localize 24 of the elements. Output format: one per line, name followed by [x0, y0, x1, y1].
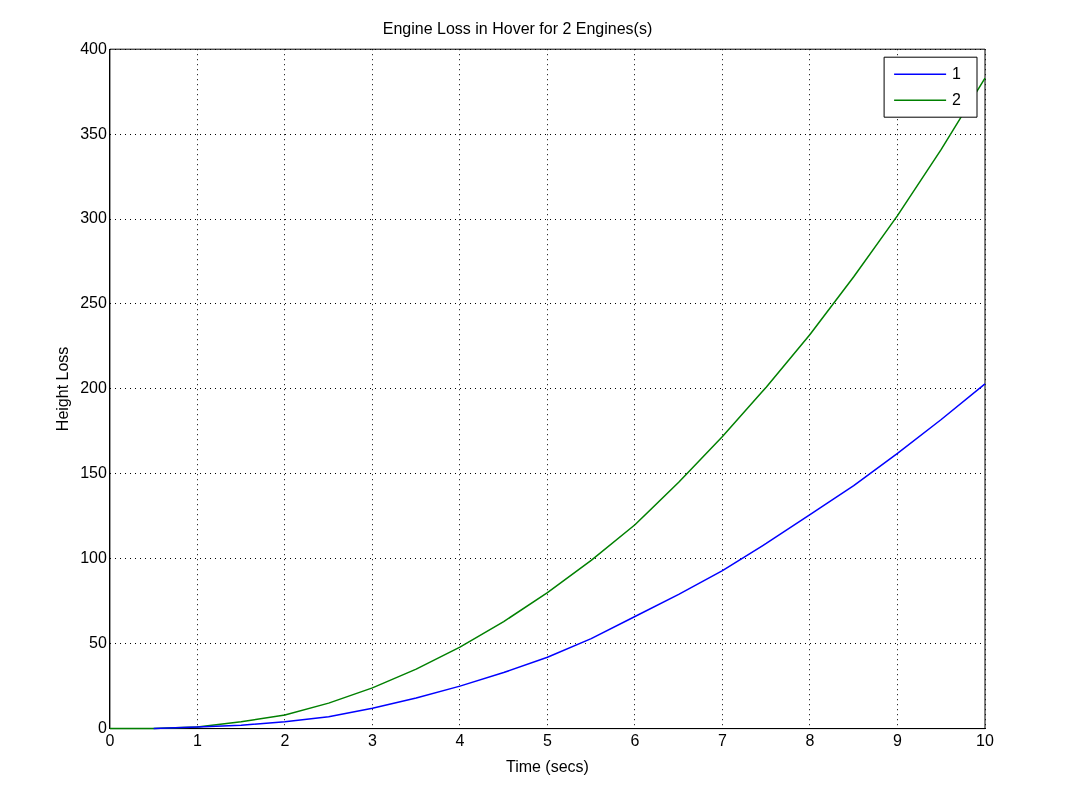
- x-tick-label: 6: [630, 731, 640, 749]
- y-tick-label: 150: [80, 464, 107, 482]
- y-tick-label: 400: [80, 39, 107, 57]
- legend-label: 1: [952, 64, 962, 82]
- y-tick-label: 50: [89, 634, 107, 652]
- y-tick-label: 300: [80, 209, 107, 227]
- x-tick-label: 4: [455, 731, 465, 749]
- y-axis-title: Height Loss: [54, 346, 72, 432]
- y-tick-label: 0: [97, 719, 107, 737]
- x-tick-label: 1: [192, 731, 202, 749]
- x-tick-label: 3: [367, 731, 377, 749]
- legend-label: 2: [952, 90, 962, 108]
- chart-title: Engine Loss in Hover for 2 Engines(s): [382, 20, 653, 38]
- x-tick-label: 5: [542, 731, 552, 749]
- x-tick-label: 7: [718, 731, 728, 749]
- x-tick-label: 2: [280, 731, 290, 749]
- y-tick-label: 350: [80, 124, 107, 142]
- x-tick-label: 10: [976, 731, 994, 749]
- x-tick-label: 8: [805, 731, 815, 749]
- y-tick-label: 200: [80, 379, 107, 397]
- y-tick-label: 250: [80, 294, 107, 312]
- x-axis-title: Time (secs): [505, 757, 589, 775]
- y-tick-label: 100: [80, 549, 107, 567]
- x-tick-label: 9: [893, 731, 903, 749]
